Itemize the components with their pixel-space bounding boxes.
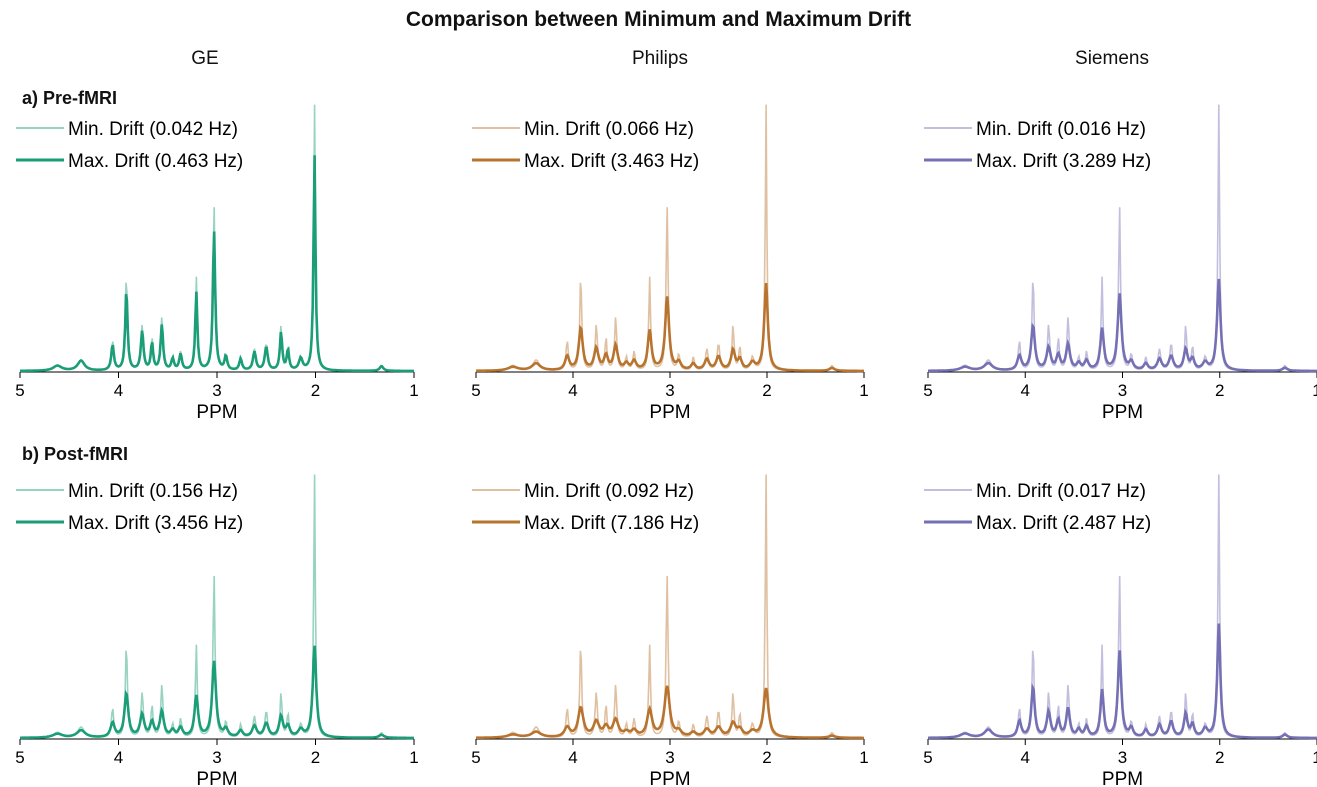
x-tick-label: 4 (1021, 748, 1030, 767)
x-tick-label: 5 (471, 748, 480, 767)
legend-label: Min. Drift (0.066 Hz) (524, 119, 694, 140)
panel-ge-pre: 5 4 3 2 1 PPM Min. Drift (0.042 Hz) Max. Drift … (15, 104, 419, 423)
x-tick-label: 5 (15, 381, 24, 400)
series-max-drift (20, 645, 414, 740)
x-tick-label: 2 (1215, 748, 1224, 767)
x-tick-label: 1 (859, 748, 868, 767)
legend-label: Min. Drift (0.016 Hz) (976, 119, 1146, 140)
legend-label: Max. Drift (0.463 Hz) (68, 151, 243, 172)
legend-label: Max. Drift (2.487 Hz) (976, 513, 1151, 534)
x-axis-label: PPM (1102, 402, 1143, 423)
x-tick-label: 3 (1118, 748, 1127, 767)
x-tick-label: 1 (1312, 381, 1317, 400)
column-title-ge: GE (191, 48, 219, 69)
x-tick-label: 2 (311, 381, 320, 400)
x-tick-label: 5 (923, 381, 932, 400)
x-tick-label: 4 (568, 748, 577, 767)
row-label-post-fmri: b) Post-fMRI (22, 444, 128, 464)
legend-label: Max. Drift (3.289 Hz) (976, 151, 1151, 172)
x-tick-label: 4 (1021, 381, 1030, 400)
x-tick-label: 2 (1215, 381, 1224, 400)
figure-title: Comparison between Minimum and Maximum D… (405, 8, 912, 31)
x-tick-label: 3 (212, 381, 221, 400)
x-tick-label: 1 (409, 748, 418, 767)
column-title-philips: Philips (632, 48, 688, 69)
x-tick-label: 4 (114, 381, 123, 400)
panel-philips-post: 5 4 3 2 1 PPM Min. Drift (0.092 Hz) Max. Drift … (471, 474, 869, 787)
series-max-drift (928, 623, 1317, 740)
x-tick-label: 1 (1312, 748, 1317, 767)
legend-label: Min. Drift (0.156 Hz) (68, 481, 238, 502)
panel-siemens-pre: 5 4 3 2 1 PPM Min. Drift (0.016 Hz) Max. Drift … (923, 104, 1317, 423)
legend-label: Max. Drift (3.456 Hz) (68, 513, 243, 534)
legend-label: Max. Drift (7.186 Hz) (524, 513, 699, 534)
legend-label: Min. Drift (0.092 Hz) (524, 481, 694, 502)
x-tick-label: 4 (114, 748, 123, 767)
x-tick-label: 1 (409, 381, 418, 400)
x-tick-label: 3 (665, 748, 674, 767)
legend-label: Min. Drift (0.017 Hz) (976, 481, 1146, 502)
column-title-siemens: Siemens (1075, 48, 1149, 69)
x-axis-label: PPM (1102, 769, 1143, 787)
x-tick-label: 2 (311, 748, 320, 767)
legend-label: Min. Drift (0.042 Hz) (68, 119, 238, 140)
x-tick-label: 4 (568, 381, 577, 400)
x-tick-label: 3 (212, 748, 221, 767)
x-tick-label: 5 (471, 381, 480, 400)
x-axis-label: PPM (649, 402, 690, 423)
series-max-drift (476, 685, 864, 740)
x-tick-label: 2 (762, 381, 771, 400)
panel-philips-pre: 5 4 3 2 1 PPM Min. Drift (0.066 Hz) Max. Drift … (471, 104, 869, 423)
panel-ge-post: 5 4 3 2 1 PPM Min. Drift (0.156 Hz) Max. Drift … (15, 474, 419, 787)
x-tick-label: 5 (15, 748, 24, 767)
series-max-drift (20, 155, 414, 373)
panel-siemens-post: 5 4 3 2 1 PPM Min. Drift (0.017 Hz) Max. Drift … (923, 474, 1317, 787)
x-tick-label: 3 (665, 381, 674, 400)
x-axis-label: PPM (649, 769, 690, 787)
x-axis-label: PPM (196, 402, 237, 423)
x-tick-label: 1 (859, 381, 868, 400)
x-axis-label: PPM (196, 769, 237, 787)
series-max-drift (476, 283, 864, 373)
legend-label: Max. Drift (3.463 Hz) (524, 151, 699, 172)
x-tick-label: 5 (923, 748, 932, 767)
x-tick-label: 2 (762, 748, 771, 767)
row-label-pre-fmri: a) Pre-fMRI (22, 88, 118, 108)
x-tick-label: 3 (1118, 381, 1127, 400)
series-max-drift (928, 278, 1317, 373)
